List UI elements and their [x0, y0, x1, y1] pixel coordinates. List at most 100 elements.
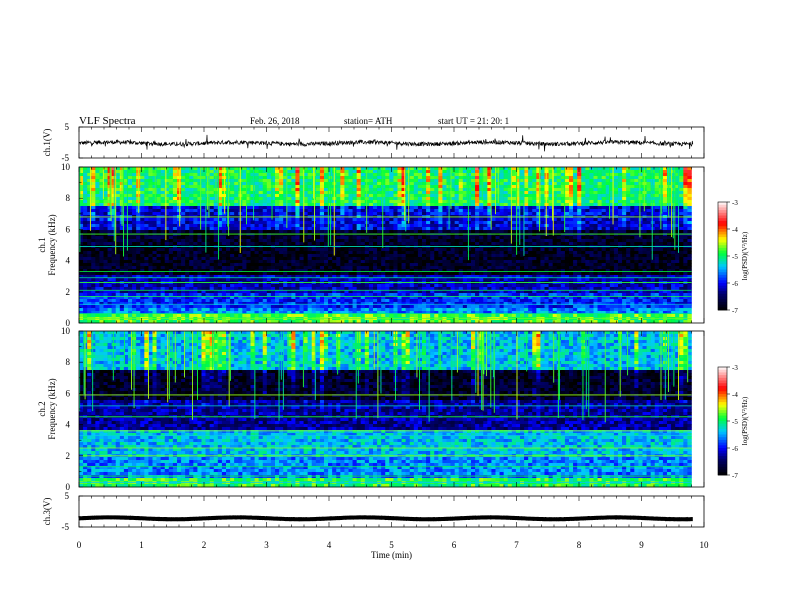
spectrogram-cell	[140, 209, 145, 213]
spectrogram-cell	[217, 314, 223, 318]
spectrogram-cell	[413, 260, 419, 264]
spectrogram-cell	[373, 233, 378, 237]
spectrogram-cell	[373, 284, 378, 288]
spectrogram-cell	[319, 260, 325, 264]
spectrogram-cell	[213, 248, 219, 252]
spectrogram-cell	[83, 173, 88, 177]
spectrogram-cell	[446, 266, 451, 270]
spectrogram-cell	[270, 263, 276, 267]
spectrogram-cell	[283, 266, 288, 270]
spectrogram-cell	[99, 302, 104, 306]
spectrogram-cell	[209, 296, 215, 300]
spectrogram-cell	[266, 206, 272, 210]
spectrogram-cell	[368, 266, 374, 270]
spectrogram-cell	[332, 296, 337, 300]
spectrogram-cell	[177, 233, 182, 237]
spectrogram-cell	[254, 290, 259, 294]
spectrogram-cell	[79, 227, 84, 231]
spectrogram-cell	[177, 263, 182, 267]
spectrogram-cell	[91, 191, 96, 195]
spectrogram-cell	[201, 233, 206, 237]
spectrogram-cell	[417, 236, 423, 240]
spectrogram-cell	[422, 302, 427, 306]
spectrogram-cell	[172, 314, 178, 318]
spectrogram-cell	[238, 266, 243, 270]
spectrogram-cell	[209, 203, 215, 207]
spectrogram-cell	[201, 260, 206, 264]
spectrogram-cell	[279, 236, 284, 240]
spectrogram-cell	[270, 233, 276, 237]
spectrogram-cell	[381, 233, 386, 237]
spectrogram-cell	[385, 290, 390, 294]
spectrogram-cell	[181, 236, 186, 240]
spectrogram-cell	[422, 305, 427, 309]
spectrogram-cell	[123, 206, 129, 210]
spectrogram-cell	[91, 227, 96, 231]
spectrogram-cell	[401, 242, 406, 246]
spectrogram-cell	[442, 263, 447, 267]
spectrogram-cell	[307, 188, 313, 192]
spectrogram-cell	[140, 185, 145, 189]
spectrogram-cell	[450, 299, 455, 303]
spectrogram-cell	[234, 203, 239, 207]
spectrogram-cell	[319, 311, 325, 315]
spectrogram-cell	[303, 290, 308, 294]
spectrogram-cell	[426, 206, 431, 210]
spectrogram-cell	[91, 182, 96, 186]
spectrogram-cell	[381, 257, 386, 261]
spectrogram-cell	[397, 233, 402, 237]
spectrogram-cell	[83, 203, 88, 207]
spectrogram-cell	[279, 299, 284, 303]
spectrogram-cell	[152, 167, 157, 171]
spectrogram-cell	[360, 194, 366, 198]
spectrogram-cell	[417, 227, 423, 231]
spectrogram-cell	[291, 269, 296, 273]
spectrogram-cell	[356, 251, 362, 255]
spectrogram-cell	[205, 296, 210, 300]
spectrogram-cell	[413, 170, 419, 174]
spectrogram-cell	[324, 257, 329, 261]
spectrogram-cell	[352, 242, 357, 246]
spectrogram-cell	[295, 314, 300, 318]
spectrogram-cell	[193, 200, 198, 204]
spectrogram-cell	[377, 221, 382, 225]
spectrogram-cell	[328, 266, 333, 270]
spectrogram-cell	[319, 242, 325, 246]
spectrogram-cell	[458, 194, 464, 198]
spectrogram-cell	[201, 194, 206, 198]
spectrogram-cell	[270, 290, 276, 294]
spectrogram-cell	[193, 227, 198, 231]
spectrogram-cell	[79, 221, 84, 225]
spectrogram-cell	[377, 290, 382, 294]
spectrogram-cell	[123, 185, 129, 189]
spectrogram-cell	[283, 254, 288, 258]
spectrogram-cell	[409, 242, 415, 246]
spectrogram-cell	[446, 311, 451, 315]
spectrogram-cell	[340, 200, 345, 204]
spectrogram-cell	[368, 203, 374, 207]
spectrogram-cell	[405, 296, 411, 300]
spectrogram-cell	[299, 296, 304, 300]
spectrogram-cell	[168, 311, 174, 315]
spectrogram-cell	[373, 254, 378, 258]
spectrogram-cell	[373, 260, 378, 264]
spectrogram-cell	[356, 284, 362, 288]
spectrogram-cell	[336, 260, 341, 264]
spectrogram-cell	[319, 251, 325, 255]
spectrogram-cell	[381, 314, 386, 318]
spectrogram-cell	[348, 170, 353, 174]
spectrogram-cell	[303, 272, 308, 276]
spectrogram-cell	[413, 203, 419, 207]
spectrogram-cell	[221, 212, 227, 216]
spectrogram-cell	[405, 275, 411, 279]
spectrogram-cell	[458, 233, 464, 237]
spectrogram-cell	[458, 191, 464, 195]
spectrogram-cell	[417, 188, 423, 192]
spectrogram-cell	[87, 212, 92, 216]
spectrogram-cell	[152, 314, 157, 318]
spectrogram-cell	[291, 173, 296, 177]
spectrogram-cell	[360, 293, 366, 297]
spectrogram-cell	[152, 266, 157, 270]
spectrogram-cell	[438, 194, 443, 198]
spectrogram-cell	[250, 209, 255, 213]
